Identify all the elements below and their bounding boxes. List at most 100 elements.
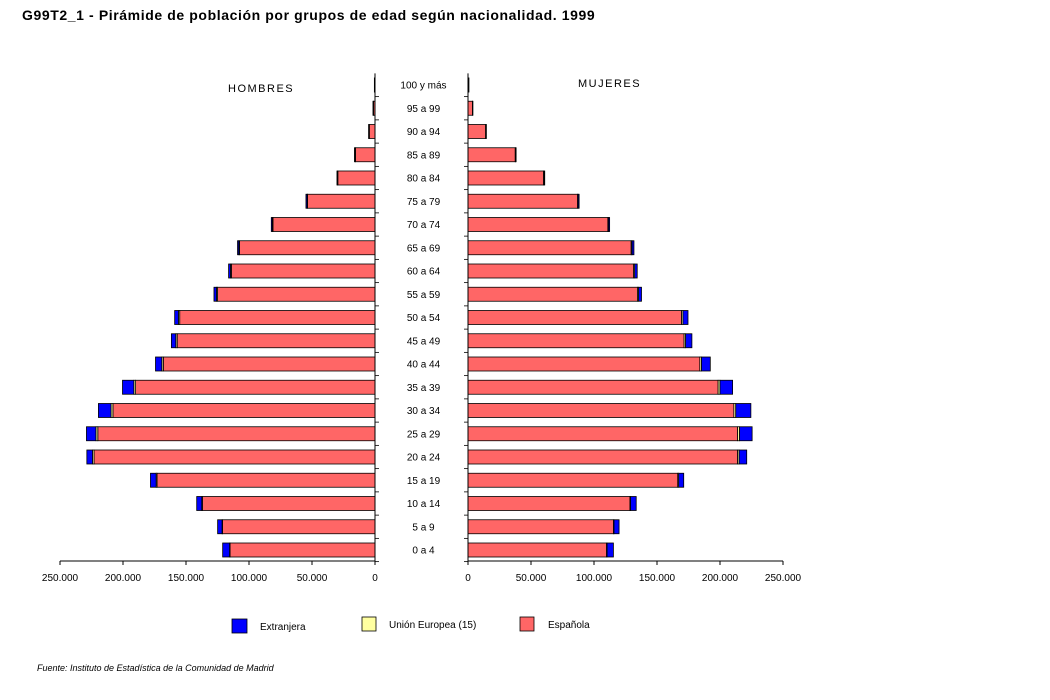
x-tick-label-left-5: 0 [372,573,378,584]
legend-swatch-union-europea [361,616,377,632]
bar-mujeres-extranjera-10-a-14 [630,496,637,511]
bar-hombres-extranjera-10-a-14 [196,496,203,511]
bar-hombres-extranjera-85-a-89 [354,147,356,163]
source-note: Fuente: Instituto de Estadística de la C… [37,663,274,673]
bar-mujeres-espanola-35-a-39 [467,379,719,395]
bar-hombres-espanola-25-a-29 [97,426,376,442]
bar-mujeres-extranjera-60-a-64 [634,263,638,279]
bar-hombres-espanola-70-a-74 [272,217,376,232]
x-tick-label-left-4: 50.000 [297,573,328,584]
bar-hombres-espanola-20-a-24 [93,449,376,465]
x-tick-label-right-2: 100.000 [576,573,613,584]
bar-mujeres-espanola-5-a-9 [467,519,614,535]
bar-hombres-extranjera-25-a-29 [86,426,97,442]
age-group-label-80-a-84: 80 a 84 [407,174,441,185]
bar-hombres-extranjera-70-a-74 [270,217,273,232]
bar-mujeres-extranjera-40-a-44 [701,356,711,372]
x-tick-label-right-4: 200.000 [702,573,739,584]
chart-title: G99T2_1 - Pirámide de población por grup… [22,7,596,23]
labels-layer: 100 y más 95 a 99 90 a 94 85 a 89 80 a 84 75 … [42,81,802,585]
bar-hombres-espanola-75-a-79 [307,193,376,209]
bar-mujeres-espanola-90-a-94 [467,124,487,139]
age-group-label-30-a-34: 30 a 34 [407,406,441,417]
age-group-label-35-a-39: 35 a 39 [407,383,441,394]
bar-mujeres-extranjera-85-a-89 [515,147,517,163]
bar-hombres-espanola-50-a-54 [179,310,376,325]
bar-hombres-espanola-45-a-49 [176,333,376,349]
bar-hombres-extranjera-45-a-49 [170,333,177,349]
bar-mujeres-extranjera-55-a-59 [638,286,642,302]
age-group-label-25-a-29: 25 a 29 [407,429,441,440]
axes-layer [59,73,784,565]
bar-hombres-espanola-80-a-84 [337,170,376,186]
age-group-label-20-a-24: 20 a 24 [407,453,441,464]
bar-hombres-extranjera-20-a-24 [86,449,93,465]
bar-mujeres-espanola-75-a-79 [467,193,579,209]
bar-hombres-espanola-15-a-19 [156,472,376,488]
bar-mujeres-espanola-30-a-34 [467,403,735,418]
age-group-label-5-a-9: 5 a 9 [412,522,435,533]
bar-mujeres-espanola-55-a-59 [467,286,638,302]
age-group-label-70-a-74: 70 a 74 [407,220,441,231]
bar-hombres-extranjera-55-a-59 [213,286,217,302]
x-tick-label-left-3: 100.000 [231,573,268,584]
bar-mujeres-extranjera-20-a-24 [738,449,748,465]
bar-mujeres-extranjera-25-a-29 [739,426,753,442]
bar-mujeres-extranjera-50-a-54 [682,310,689,325]
bar-mujeres-espanola-0-a-4 [467,542,608,558]
bars-layer [86,77,753,558]
bar-mujeres-espanola-70-a-74 [467,217,609,232]
bar-mujeres-espanola-80-a-84 [467,170,544,186]
bar-mujeres-espanola-20-a-24 [467,449,739,465]
bar-hombres-espanola-5-a-9 [222,519,376,535]
x-tick-label-right-0: 0 [465,573,471,584]
x-tick-label-right-3: 150.000 [639,573,676,584]
age-group-label-90-a-94: 90 a 94 [407,127,441,138]
bar-hombres-extranjera-40-a-44 [155,356,163,372]
bar-mujeres-extranjera-80-a-84 [543,170,546,186]
bar-mujeres-espanola-50-a-54 [467,310,682,325]
bar-hombres-espanola-65-a-69 [239,240,376,256]
legend-label-espanola: Española [548,620,590,631]
bar-mujeres-extranjera-70-a-74 [608,217,611,232]
bar-hombres-espanola-10-a-14 [201,496,376,511]
bar-hombres-extranjera-0-a-4 [222,542,230,558]
x-tick-label-right-1: 50.000 [516,573,547,584]
bar-mujeres-espanola-10-a-14 [467,496,631,511]
bar-hombres-extranjera-5-a-9 [217,519,223,535]
bar-mujeres-extranjera-45-a-49 [685,333,693,349]
bar-hombres-espanola-90-a-94 [368,124,376,139]
bar-mujeres-espanola-40-a-44 [467,356,701,372]
age-group-label-10-a-14: 10 a 14 [407,499,441,510]
bar-hombres-extranjera-30-a-34 [98,403,112,418]
legend-label-union-europea: Unión Europea (15) [389,620,476,631]
bar-mujeres-espanola-85-a-89 [467,147,516,163]
legend-swatch-extranjera [231,618,248,634]
bar-mujeres-espanola-25-a-29 [467,426,739,442]
bar-hombres-espanola-60-a-64 [230,263,376,279]
bar-hombres-espanola-30-a-34 [112,403,376,418]
bar-mujeres-espanola-45-a-49 [467,333,685,349]
bar-mujeres-extranjera-15-a-19 [678,472,685,488]
bar-hombres-extranjera-60-a-64 [228,263,231,279]
bar-hombres-extranjera-35-a-39 [122,379,135,395]
bar-mujeres-extranjera-75-a-79 [577,193,580,209]
x-tick-label-left-0: 250.000 [42,573,79,584]
x-tick-label-left-2: 150.000 [168,573,205,584]
legend-swatch-espanola [519,616,535,632]
bar-mujeres-espanola-15-a-19 [467,472,679,488]
age-group-label-50-a-54: 50 a 54 [407,313,441,324]
bar-hombres-espanola-55-a-59 [217,286,376,302]
age-group-label-15-a-19: 15 a 19 [407,476,441,487]
bar-mujeres-extranjera-30-a-34 [735,403,752,418]
x-tick-label-right-5: 250.000 [765,573,802,584]
bar-hombres-extranjera-50-a-54 [174,310,179,325]
bar-mujeres-espanola-65-a-69 [467,240,632,256]
age-group-label-75-a-79: 75 a 79 [407,197,441,208]
age-group-label-0-a-4: 0 a 4 [412,546,435,557]
age-group-label-60-a-64: 60 a 64 [407,267,441,278]
bar-hombres-extranjera-15-a-19 [150,472,157,488]
age-group-label-95-a-99: 95 a 99 [407,104,441,115]
bar-hombres-extranjera-65-a-69 [237,240,240,256]
